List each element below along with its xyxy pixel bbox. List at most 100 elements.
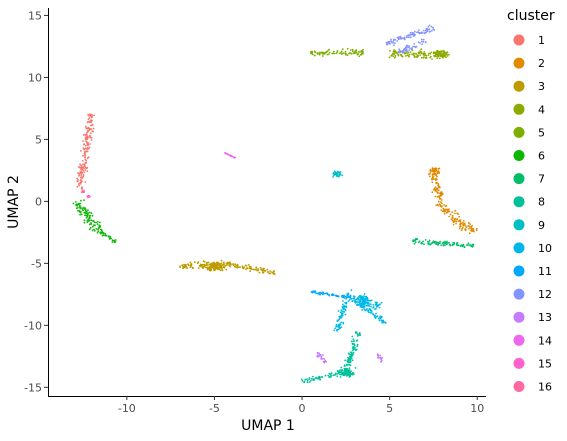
cluster-3-point xyxy=(259,266,262,269)
cluster-6-point xyxy=(87,218,90,220)
cluster-8-point xyxy=(355,340,358,342)
legend-label: 5 xyxy=(538,126,545,139)
y-axis-title: UMAP 2 xyxy=(6,175,22,229)
cluster-8-point xyxy=(359,334,361,337)
cluster-1-point xyxy=(86,143,89,145)
cluster-12-point xyxy=(405,36,408,39)
cluster-2-point xyxy=(438,171,441,174)
cluster-10-points xyxy=(333,289,387,332)
cluster-10-point xyxy=(376,315,379,317)
cluster-2-point xyxy=(437,189,440,192)
cluster-15-points xyxy=(86,194,91,199)
cluster-3-point xyxy=(234,266,237,268)
cluster-2-point xyxy=(455,220,458,223)
cluster-6-point xyxy=(83,219,86,222)
cluster-8-point xyxy=(344,372,347,375)
cluster-6-point xyxy=(80,199,82,202)
cluster-1-point xyxy=(90,113,93,116)
x-axis-title: UMAP 1 xyxy=(241,418,295,434)
cluster-3-point xyxy=(263,270,266,272)
cluster-10-point xyxy=(340,326,343,328)
cluster-6-point xyxy=(74,201,77,203)
cluster-2-point xyxy=(440,199,443,201)
cluster-10-point xyxy=(370,299,373,302)
cluster-5-point xyxy=(313,50,316,53)
cluster-10-point xyxy=(368,299,371,302)
cluster-6-point xyxy=(104,233,107,235)
cluster-3-point xyxy=(179,265,181,268)
cluster-2-point xyxy=(441,202,443,205)
cluster-4-point xyxy=(414,52,417,55)
cluster-12-point xyxy=(409,36,411,38)
cluster-2-point xyxy=(472,229,475,231)
cluster-8-point xyxy=(349,353,352,356)
cluster-1-point xyxy=(81,186,83,189)
cluster-7-point xyxy=(428,243,430,246)
cluster-1-point xyxy=(82,134,85,136)
cluster-10-point xyxy=(356,298,358,301)
cluster-4-point xyxy=(390,54,393,57)
cluster-9-point xyxy=(333,170,336,173)
cluster-12-point xyxy=(402,51,405,53)
cluster-12-point xyxy=(417,29,420,31)
cluster-7-point xyxy=(472,244,474,247)
cluster-6-point xyxy=(96,220,99,223)
cluster-10-point xyxy=(341,306,344,309)
cluster-12-point xyxy=(385,41,388,44)
cluster-8-point xyxy=(324,374,327,377)
cluster-5-point xyxy=(320,51,323,54)
cluster-8-point xyxy=(348,363,351,366)
cluster-1-point xyxy=(82,174,85,176)
cluster-10-point xyxy=(360,297,363,300)
cluster-11-point xyxy=(349,297,352,300)
cluster-6-point xyxy=(85,211,88,214)
cluster-6-point xyxy=(100,229,103,232)
cluster-8-point xyxy=(306,378,308,380)
cluster-8-point xyxy=(341,369,343,371)
cluster-3-point xyxy=(256,269,259,272)
cluster-7-point xyxy=(438,241,440,244)
cluster-7-point xyxy=(414,241,417,244)
cluster-4-point xyxy=(420,51,422,53)
cluster-8-point xyxy=(317,377,319,380)
cluster-2-point xyxy=(451,214,454,217)
cluster-5-point xyxy=(353,51,356,54)
cluster-1-point xyxy=(88,146,91,149)
cluster-2-point xyxy=(432,188,435,191)
cluster-2-point xyxy=(459,225,462,228)
cluster-12-point xyxy=(396,36,399,39)
cluster-12-point xyxy=(430,25,433,28)
legend-item: 1 xyxy=(513,34,545,47)
cluster-10-point xyxy=(347,300,350,302)
cluster-11-point xyxy=(328,294,331,297)
cluster-10-point xyxy=(366,304,369,307)
cluster-1-point xyxy=(82,175,85,178)
cluster-4-point xyxy=(446,51,449,54)
cluster-1-point xyxy=(84,169,87,172)
cluster-10-point xyxy=(378,317,380,320)
legend-item: 2 xyxy=(513,57,545,70)
cluster-2-point xyxy=(467,225,469,227)
cluster-3-point xyxy=(249,267,252,270)
cluster-7-point xyxy=(423,243,425,246)
cluster-9-point xyxy=(341,174,344,177)
cluster-5-point xyxy=(340,53,343,55)
cluster-9-point xyxy=(334,173,336,176)
cluster-2-point xyxy=(440,201,442,203)
cluster-10-point xyxy=(361,296,364,299)
cluster-3-point xyxy=(209,269,212,272)
cluster-6-point xyxy=(88,211,91,214)
cluster-8-point xyxy=(348,369,351,371)
cluster-1-point xyxy=(78,184,80,187)
cluster-10-point xyxy=(378,306,381,309)
cluster-10-point xyxy=(374,308,376,310)
cluster-5-point xyxy=(331,52,334,55)
cluster-7-point xyxy=(439,240,441,243)
cluster-3-point xyxy=(269,270,272,272)
cluster-4-point xyxy=(435,52,438,55)
cluster-8-point xyxy=(343,374,346,377)
cluster-5-point xyxy=(356,53,359,56)
cluster-7-point xyxy=(418,240,421,243)
